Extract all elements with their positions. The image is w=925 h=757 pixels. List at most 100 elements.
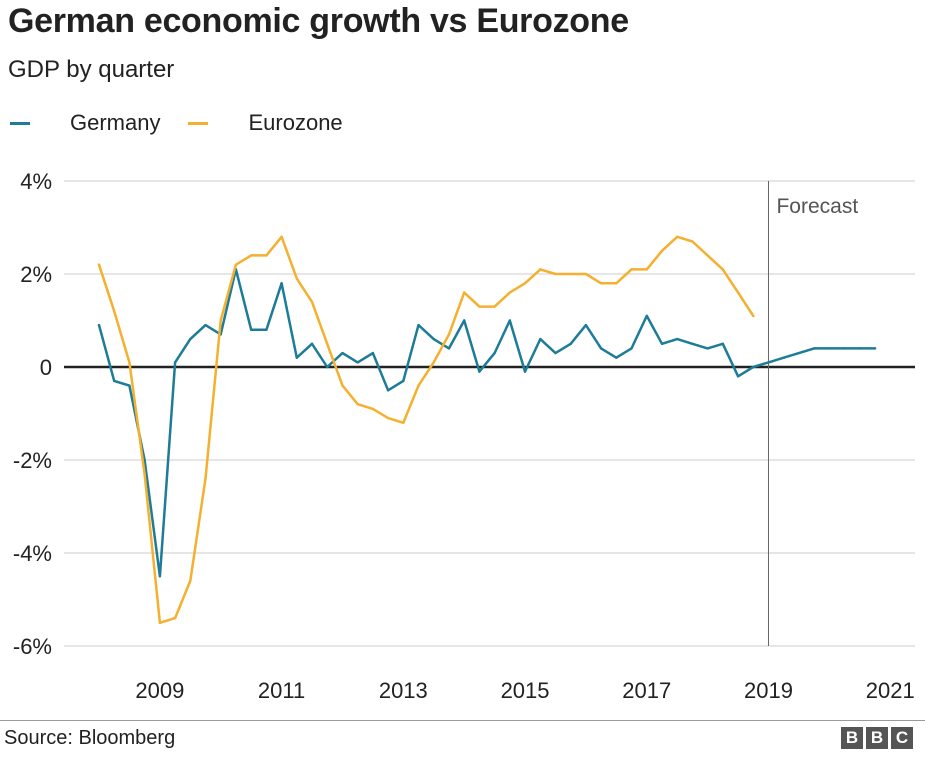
data-point-eurozone — [599, 282, 603, 285]
data-point-germany — [660, 342, 664, 345]
data-point-germany — [265, 328, 268, 331]
data-point-eurozone — [569, 272, 572, 276]
series-line-germany — [97, 268, 877, 578]
chart-title: German economic growth vs Eurozone — [8, 2, 629, 40]
forecast-label: Forecast — [776, 195, 858, 218]
data-point-eurozone — [219, 319, 222, 322]
data-point-germany — [630, 347, 633, 350]
y-tick-label: -4% — [13, 541, 52, 566]
data-point-germany — [113, 379, 116, 383]
data-point-germany — [858, 347, 861, 350]
data-point-germany — [691, 342, 694, 345]
y-tick-label: -6% — [13, 634, 52, 659]
data-point-germany — [371, 351, 375, 355]
legend-swatch-germany — [10, 121, 30, 125]
data-point-eurozone — [189, 579, 192, 583]
data-point-eurozone — [523, 282, 527, 285]
data-point-germany — [843, 347, 846, 350]
data-point-eurozone — [630, 268, 633, 271]
data-point-eurozone — [539, 268, 542, 271]
data-point-eurozone — [356, 403, 359, 406]
legend: Germany Eurozone — [10, 110, 371, 136]
data-point-germany — [341, 351, 344, 355]
y-tick-label: -2% — [13, 448, 52, 473]
legend-swatch-eurozone — [188, 121, 209, 125]
chart-subtitle: GDP by quarter — [8, 56, 175, 83]
data-point-germany — [447, 347, 451, 350]
data-point-germany — [569, 342, 572, 345]
data-point-germany — [189, 337, 192, 341]
data-point-germany — [356, 361, 359, 364]
bbc-logo-letter: C — [891, 727, 913, 749]
data-point-eurozone — [736, 291, 740, 294]
data-point-eurozone — [645, 268, 648, 271]
data-point-germany — [493, 351, 496, 355]
data-point-eurozone — [326, 342, 329, 345]
data-point-eurozone — [280, 235, 283, 238]
source-note: Source: Bloomberg — [4, 727, 176, 749]
data-point-germany — [584, 323, 588, 327]
data-point-germany — [173, 361, 177, 364]
footer-divider — [0, 720, 925, 721]
x-tick-label: 2021 — [866, 678, 915, 703]
data-point-germany — [706, 347, 709, 350]
data-point-eurozone — [97, 263, 101, 266]
y-tick-label: 2% — [20, 262, 52, 287]
data-point-eurozone — [143, 472, 146, 476]
data-point-eurozone — [173, 616, 177, 620]
data-point-germany — [280, 282, 283, 285]
data-point-eurozone — [402, 421, 405, 424]
series-line-eurozone — [97, 235, 755, 625]
data-point-eurozone — [265, 254, 268, 257]
data-point-germany — [873, 347, 877, 350]
data-point-germany — [310, 342, 314, 345]
data-point-germany — [417, 323, 420, 327]
data-point-germany — [752, 365, 755, 369]
data-point-germany — [478, 370, 481, 373]
data-point-eurozone — [128, 361, 131, 364]
bbc-logo-letter: B — [841, 727, 863, 749]
legend-item-germany: Germany — [10, 110, 160, 136]
data-point-eurozone — [508, 291, 512, 294]
bbc-logo: B B C — [838, 727, 913, 749]
data-point-eurozone — [493, 305, 496, 308]
data-point-germany — [204, 323, 207, 327]
x-tick-label: 2015 — [501, 678, 550, 703]
legend-label-eurozone: Eurozone — [248, 110, 343, 135]
data-point-eurozone — [691, 240, 694, 243]
data-point-germany — [782, 356, 785, 359]
data-point-eurozone — [249, 254, 253, 257]
data-point-germany — [97, 323, 101, 327]
data-point-germany — [812, 347, 816, 350]
data-point-eurozone — [752, 314, 755, 318]
data-point-eurozone — [615, 282, 618, 285]
legend-label-germany: Germany — [70, 110, 161, 135]
data-point-eurozone — [341, 384, 344, 387]
data-point-germany — [402, 379, 405, 383]
data-point-germany — [158, 575, 162, 578]
data-point-germany — [645, 314, 648, 318]
data-point-germany — [736, 375, 740, 378]
data-point-germany — [599, 347, 603, 350]
data-point-eurozone — [158, 621, 162, 624]
data-point-germany — [828, 347, 831, 350]
data-point-eurozone — [234, 263, 238, 266]
data-point-germany — [326, 365, 329, 369]
legend-item-eurozone: Eurozone — [188, 110, 343, 136]
x-tick-label: 2017 — [622, 678, 671, 703]
x-tick-label: 2011 — [258, 678, 305, 703]
data-point-germany — [721, 342, 725, 345]
data-point-germany — [249, 328, 253, 331]
data-point-germany — [462, 319, 466, 322]
data-point-germany — [554, 351, 557, 355]
x-tick-label: 2013 — [379, 678, 428, 703]
data-point-eurozone — [417, 384, 420, 387]
data-point-eurozone — [432, 361, 435, 364]
data-point-germany — [767, 361, 770, 364]
data-point-germany — [615, 356, 618, 359]
data-point-germany — [523, 370, 527, 373]
data-point-eurozone — [706, 254, 709, 257]
x-tick-label: 2009 — [135, 678, 184, 703]
data-point-germany — [386, 389, 390, 392]
data-point-eurozone — [584, 272, 588, 276]
